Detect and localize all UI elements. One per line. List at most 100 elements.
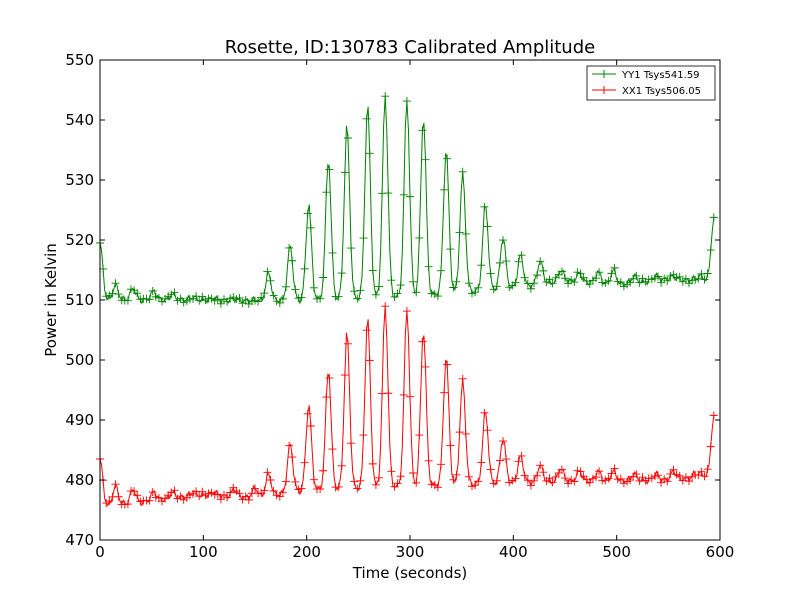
data-point-marker (278, 488, 287, 497)
data-point-marker (461, 229, 470, 238)
data-point-marker (539, 266, 548, 275)
data-point-marker (306, 421, 315, 430)
data-point-marker (440, 388, 449, 397)
data-point-marker (685, 477, 693, 486)
plot-area (96, 92, 718, 509)
data-point-marker (226, 488, 235, 497)
data-point-marker (669, 465, 678, 474)
data-point-marker (548, 279, 557, 288)
data-point-marker (706, 442, 715, 451)
data-point-marker (523, 476, 532, 485)
data-point-marker (288, 453, 297, 462)
data-point-marker (610, 263, 619, 272)
y-tick-label: 500 (65, 351, 94, 369)
data-point-marker (477, 261, 486, 270)
data-point-marker (269, 291, 278, 300)
data-point-marker (195, 296, 204, 305)
data-point-marker (365, 149, 374, 158)
data-point-marker (362, 114, 371, 123)
data-point-marker (356, 476, 365, 485)
data-point-marker (709, 213, 718, 222)
data-point-marker (418, 337, 427, 346)
data-point-marker (502, 257, 511, 266)
data-point-marker (616, 474, 625, 483)
data-point-marker (474, 283, 483, 292)
data-point-marker (251, 484, 259, 493)
data-point-marker (433, 483, 442, 492)
data-point-marker (322, 188, 331, 197)
series-markers (96, 92, 718, 308)
data-point-marker (266, 475, 275, 484)
data-point-marker (108, 289, 117, 298)
data-point-marker (145, 496, 154, 505)
data-point-marker (244, 495, 253, 504)
data-point-marker (105, 496, 114, 505)
data-point-marker (291, 477, 300, 486)
data-point-marker (502, 455, 511, 464)
data-point-marker (561, 274, 569, 283)
data-point-marker (703, 269, 712, 278)
data-point-marker (334, 292, 343, 301)
data-point-marker (517, 451, 526, 460)
data-point-marker (446, 441, 455, 450)
data-point-marker (495, 456, 504, 465)
data-point-marker (297, 484, 306, 493)
data-point-marker (133, 289, 142, 298)
data-point-marker (260, 486, 269, 495)
data-point-marker (424, 262, 433, 271)
data-point-marker (375, 473, 383, 482)
data-point-marker (480, 408, 489, 417)
data-point-marker (285, 243, 294, 252)
x-axis-label: Time (seconds) (352, 564, 468, 582)
data-point-marker (375, 282, 383, 291)
data-point-marker (319, 273, 328, 282)
data-point-marker (443, 360, 452, 369)
data-point-marker (337, 269, 346, 278)
data-point-marker (406, 392, 414, 401)
data-point-marker (520, 273, 529, 282)
data-point-marker (170, 486, 179, 495)
data-point-marker (464, 472, 473, 481)
data-point-marker (654, 471, 662, 480)
data-point-marker (325, 165, 334, 174)
x-tick-label: 300 (396, 543, 425, 561)
data-point-marker (353, 484, 362, 493)
data-point-marker (437, 460, 445, 469)
data-point-marker (406, 192, 414, 201)
data-point-marker (303, 209, 312, 218)
data-point-marker (297, 293, 306, 302)
data-point-marker (452, 277, 461, 286)
data-point-marker (347, 244, 356, 253)
data-point-marker (356, 286, 365, 295)
data-point-marker (511, 474, 520, 483)
y-tick-label: 470 (65, 531, 94, 549)
data-point-marker (322, 393, 331, 402)
data-point-marker (412, 478, 421, 487)
data-point-marker (359, 431, 368, 440)
data-point-marker (368, 266, 377, 275)
data-point-marker (437, 266, 445, 275)
data-point-marker (387, 467, 396, 476)
data-point-marker (371, 480, 380, 489)
data-point-marker (213, 490, 222, 499)
data-point-marker (365, 356, 374, 365)
data-point-marker (486, 465, 495, 474)
data-point-marker (344, 134, 352, 143)
data-point-marker (514, 257, 523, 266)
y-tick-label: 480 (65, 471, 94, 489)
y-tick-label: 530 (65, 171, 94, 189)
data-point-marker (216, 495, 225, 504)
data-point-marker (275, 492, 284, 501)
data-point-marker (492, 282, 501, 291)
data-point-marker (700, 472, 709, 481)
data-point-marker (539, 468, 548, 477)
data-point-marker (282, 477, 290, 486)
data-point-marker (530, 279, 538, 288)
series-yy1 (96, 92, 718, 308)
data-point-marker (561, 474, 569, 483)
data-point-marker (576, 269, 585, 278)
data-point-marker (458, 167, 467, 176)
data-point-marker (393, 289, 402, 298)
data-point-marker (409, 469, 418, 478)
data-point-marker (384, 189, 393, 198)
